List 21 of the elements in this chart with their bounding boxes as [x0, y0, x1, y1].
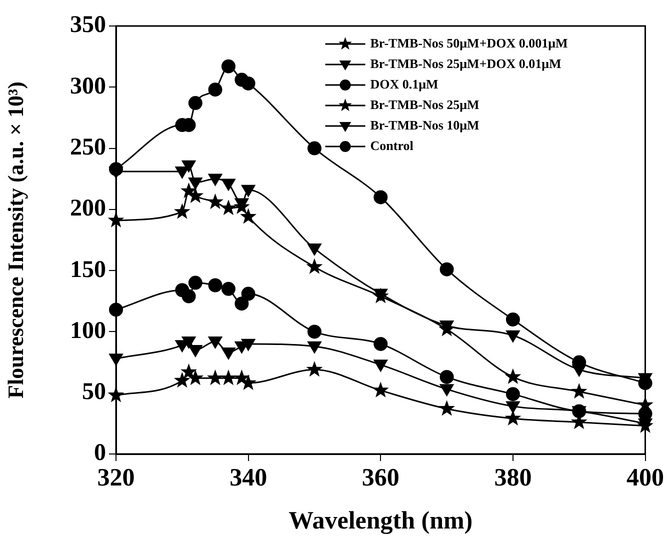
- x-tick-label: 360: [362, 464, 400, 492]
- y-axis-title: Flourescence Intensity (a.u. × 10³): [2, 82, 28, 398]
- x-tick-label: 380: [494, 464, 532, 492]
- y-tick-label: 200: [70, 196, 106, 222]
- x-tick-label: 340: [230, 464, 268, 492]
- y-tick-label: 250: [70, 134, 106, 160]
- x-tick-label: 400: [626, 464, 664, 492]
- legend-label: DOX 0.1μM: [370, 76, 438, 92]
- y-tick-label: 50: [82, 379, 106, 406]
- legend-label: Br-TMB-Nos 25μM: [370, 96, 480, 112]
- x-axis-title: Wavelength (nm): [288, 507, 473, 534]
- x-tick-label: 320: [97, 464, 135, 492]
- legend-label: Control: [370, 138, 414, 153]
- y-tick-label: 350: [70, 12, 106, 38]
- y-tick-label: 150: [70, 256, 106, 283]
- y-tick-label: 0: [94, 440, 106, 466]
- legend-label: Br-TMB-Nos 50μM+DOX 0.001μM: [370, 35, 568, 50]
- legend-label: Br-TMB-Nos 10μM: [370, 117, 480, 132]
- y-tick-label: 300: [70, 73, 106, 100]
- y-tick-label: 100: [70, 318, 106, 344]
- legend-label: Br-TMB-Nos 25μM+DOX 0.01μM: [370, 56, 562, 71]
